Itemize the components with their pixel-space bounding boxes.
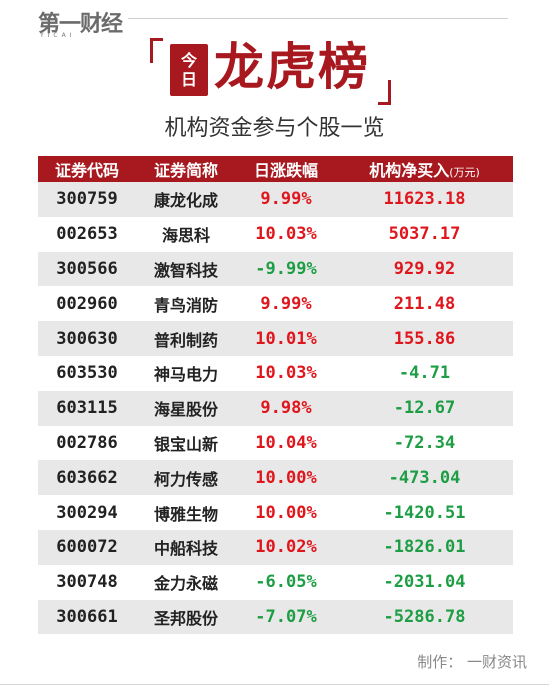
credit-text: 制作： 一财资讯	[417, 653, 527, 671]
title-badge-top: 今	[180, 51, 197, 70]
table-body: 300759 康龙化成 9.99% 11623.18 002653 海思科 10.03% 50…	[38, 182, 513, 635]
col-header-net-buy: 机构净买入(万元)	[336, 157, 513, 181]
cell-net-buy: -1826.01	[383, 537, 466, 558]
cell-code: 002960	[56, 293, 118, 314]
cell-change: -7.07%	[255, 606, 317, 627]
table-row: 300759 康龙化成 9.99% 11623.18	[38, 182, 513, 217]
dragon-tiger-table: 证券代码 证券简称 日涨跌幅 机构净买入(万元) 300759 康龙化成 9.99%…	[38, 156, 513, 635]
cell-name: 普利制药	[153, 330, 218, 350]
cell-name: 圣邦股份	[153, 608, 218, 628]
table-row: 603115 海星股份 9.98% -12.67	[38, 390, 513, 426]
cell-code: 300748	[56, 572, 118, 593]
cell-code: 600072	[56, 537, 118, 558]
col-header-net-buy-label: 机构净买入	[369, 161, 450, 180]
cell-change: 10.03%	[255, 224, 317, 245]
table-row: 300661 圣邦股份 -7.07% -5286.78	[38, 599, 513, 635]
cell-net-buy: 929.92	[393, 258, 456, 279]
cell-net-buy: -5286.78	[383, 606, 466, 627]
table-row: 002786 银宝山新 10.04% -72.34	[38, 426, 513, 461]
table-row: 002653 海思科 10.03% 5037.17	[38, 217, 513, 252]
cell-code: 300294	[56, 502, 118, 523]
cell-code: 300661	[56, 606, 118, 627]
page-subtitle: 机构资金参与个股一览	[164, 116, 385, 141]
cell-code: 603115	[56, 398, 118, 419]
cell-name: 神马电力	[153, 365, 218, 385]
cell-name: 青鸟消防	[153, 295, 218, 315]
table-row: 603662 柯力传感 10.00% -473.04	[38, 460, 513, 496]
bottom-divider	[0, 684, 549, 685]
cell-name: 柯力传感	[153, 469, 218, 489]
cell-net-buy: -1420.51	[383, 502, 466, 523]
cell-change: 10.02%	[255, 537, 317, 558]
cell-change: -6.05%	[255, 572, 317, 593]
cell-name: 海星股份	[153, 400, 218, 420]
top-divider	[128, 18, 508, 19]
col-header-name: 证券简称	[153, 161, 218, 180]
cell-net-buy: -2031.04	[383, 572, 466, 593]
col-header-code: 证券代码	[54, 161, 119, 180]
col-header-unit: (万元)	[449, 166, 480, 179]
cell-code: 300759	[56, 189, 118, 210]
table-row: 600072 中船科技 10.02% -1826.01	[38, 529, 513, 565]
cell-change: 10.01%	[255, 328, 317, 349]
cell-net-buy: -12.67	[393, 398, 456, 419]
brand-logo-sub: YICAI	[40, 32, 76, 39]
cell-name: 金力永磁	[153, 574, 218, 594]
cell-name: 博雅生物	[153, 504, 218, 524]
cell-change: 9.99%	[260, 293, 312, 314]
cell-code: 300630	[56, 328, 118, 349]
title-bracket-right	[378, 80, 391, 105]
title-badge: 今 日	[170, 44, 208, 96]
table-row: 603530 神马电力 10.03% -4.71	[38, 356, 513, 391]
table-row: 300748 金力永磁 -6.05% -2031.04	[38, 565, 513, 600]
cell-change: 9.99%	[260, 189, 312, 210]
brand-logo: 第一财经	[38, 11, 123, 37]
cell-code: 002653	[56, 224, 118, 245]
table-header: 证券代码 证券简称 日涨跌幅 机构净买入(万元)	[38, 156, 513, 182]
cell-net-buy: -473.04	[388, 467, 461, 488]
cell-change: 10.04%	[255, 432, 317, 453]
cell-net-buy: 5037.17	[388, 224, 461, 245]
title-bracket-left	[150, 38, 163, 63]
title-badge-bottom: 日	[180, 70, 197, 89]
cell-change: 9.98%	[260, 398, 312, 419]
cell-name: 中船科技	[153, 539, 218, 559]
table-row: 300630 普利制药 10.01% 155.86	[38, 321, 513, 356]
cell-name: 康龙化成	[153, 191, 218, 211]
cell-code: 002786	[56, 432, 118, 453]
cell-change: 10.00%	[255, 467, 317, 488]
table-row: 300294 博雅生物 10.00% -1420.51	[38, 495, 513, 530]
cell-name: 银宝山新	[153, 434, 218, 454]
col-header-change: 日涨跌幅	[253, 161, 318, 180]
cell-net-buy: 211.48	[393, 293, 456, 314]
cell-net-buy: -4.71	[398, 363, 451, 384]
cell-code: 300566	[56, 258, 118, 279]
cell-name: 激智科技	[153, 260, 218, 280]
cell-change: 10.00%	[255, 502, 317, 523]
cell-code: 603530	[56, 363, 118, 384]
page-title: 龙虎榜	[214, 37, 370, 96]
cell-name: 海思科	[161, 226, 210, 246]
cell-net-buy: 155.86	[393, 328, 456, 349]
table-row: 002960 青鸟消防 9.99% 211.48	[38, 286, 513, 321]
cell-change: 10.03%	[255, 363, 317, 384]
table-row: 300566 激智科技 -9.99% 929.92	[38, 251, 513, 287]
cell-net-buy: -72.34	[393, 432, 456, 453]
cell-net-buy: 11623.18	[383, 189, 466, 210]
cell-code: 603662	[56, 467, 118, 488]
cell-change: -9.99%	[255, 258, 317, 279]
